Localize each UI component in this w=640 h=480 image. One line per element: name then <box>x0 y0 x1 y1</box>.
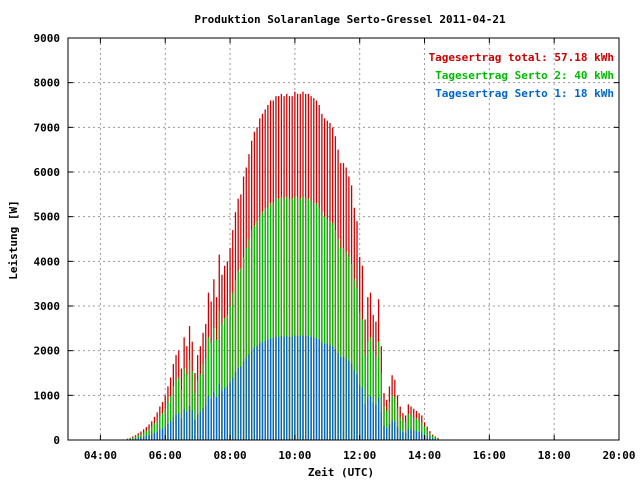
x-tick-label: 06:00 <box>149 449 182 462</box>
x-tick-label: 14:00 <box>408 449 441 462</box>
x-tick-label: 18:00 <box>538 449 571 462</box>
chart-title: Produktion Solaranlage Serto-Gressel 201… <box>194 13 506 26</box>
y-tick-label: 5000 <box>34 211 61 224</box>
y-tick-label: 2000 <box>34 345 61 358</box>
y-tick-label: 1000 <box>34 389 61 402</box>
plot-frame <box>67 37 620 441</box>
legend-entry-serto-1: Tagesertrag Serto 1: 18 kWh <box>435 87 614 100</box>
x-tick-label: 16:00 <box>473 449 506 462</box>
x-tick-label: 08:00 <box>213 449 246 462</box>
x-tick-label: 20:00 <box>602 449 635 462</box>
y-tick-label: 3000 <box>34 300 61 313</box>
series-0 <box>126 91 439 440</box>
series-1 <box>126 196 439 440</box>
legend: Tagesertrag total: 57.18 kWh Tagesertrag… <box>429 51 614 100</box>
y-axis-label: Leistung [W] <box>7 200 20 279</box>
y-tick-label: 7000 <box>34 121 61 134</box>
y-tick-label: 9000 <box>34 32 61 45</box>
legend-entry-serto-2: Tagesertrag Serto 2: 40 kWh <box>435 69 614 82</box>
y-tick-label: 4000 <box>34 255 61 268</box>
x-axis-label: Zeit (UTC) <box>308 466 374 479</box>
legend-entry-total: Tagesertrag total: 57.18 kWh <box>429 51 614 64</box>
y-tick-labels: 0 1000 2000 3000 4000 5000 6000 7000 8000 9000 <box>34 32 61 447</box>
x-tick-label: 12:00 <box>343 449 376 462</box>
x-tick-label: 10:00 <box>278 449 311 462</box>
x-tick-label: 04:00 <box>84 449 117 462</box>
y-tick-label: 0 <box>53 434 60 447</box>
axes <box>67 37 620 441</box>
series-2 <box>126 335 439 440</box>
y-tick-label: 8000 <box>34 77 61 90</box>
y-tick-label: 6000 <box>34 166 61 179</box>
x-tick-labels: 04:00 06:00 08:00 10:00 12:00 14:00 16:00 18:00… <box>84 449 636 462</box>
bar-series <box>126 91 439 440</box>
